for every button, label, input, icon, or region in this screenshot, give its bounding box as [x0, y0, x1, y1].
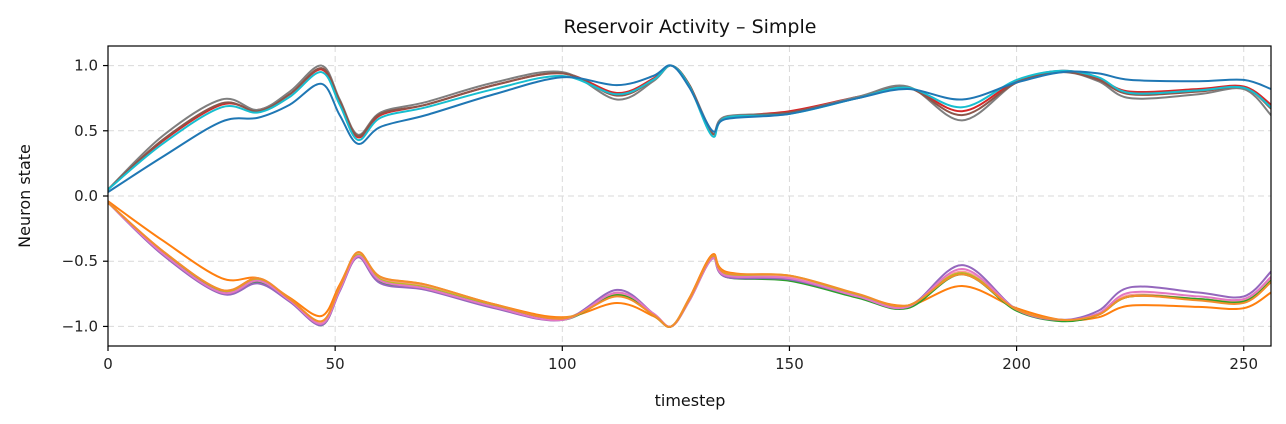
series-line-5 — [108, 64, 1271, 194]
y-tick-label: 0.0 — [74, 187, 98, 205]
series-lines — [108, 64, 1271, 328]
x-tick-label: 50 — [326, 355, 345, 373]
y-tick-label: −0.5 — [62, 252, 98, 270]
y-axis-title: Neuron state — [15, 144, 34, 248]
series-line-3 — [108, 64, 1271, 191]
series-line-9 — [108, 201, 1271, 328]
x-tick-label: 250 — [1229, 355, 1258, 373]
series-line-12 — [108, 201, 1271, 328]
series-line-11 — [108, 201, 1271, 328]
y-tick-label: −1.0 — [62, 317, 98, 335]
axis-ticks: 0 50 100 150 200 250 1.0 0.5 0.0 −0.5 −1.0 — [62, 57, 1259, 373]
x-tick-label: 100 — [548, 355, 577, 373]
x-tick-label: 200 — [1002, 355, 1031, 373]
x-tick-label: 150 — [775, 355, 804, 373]
x-axis-title: timestep — [655, 391, 726, 410]
series-line-6 — [108, 200, 1271, 328]
chart-title: Reservoir Activity – Simple — [564, 16, 817, 38]
series-line-7 — [108, 201, 1271, 328]
series-line-10 — [108, 201, 1271, 328]
y-tick-label: 1.0 — [74, 57, 98, 75]
series-line-8 — [108, 201, 1271, 328]
grid-lines — [107, 46, 1271, 346]
y-tick-label: 0.5 — [74, 122, 98, 140]
x-tick-label: 0 — [103, 355, 113, 373]
